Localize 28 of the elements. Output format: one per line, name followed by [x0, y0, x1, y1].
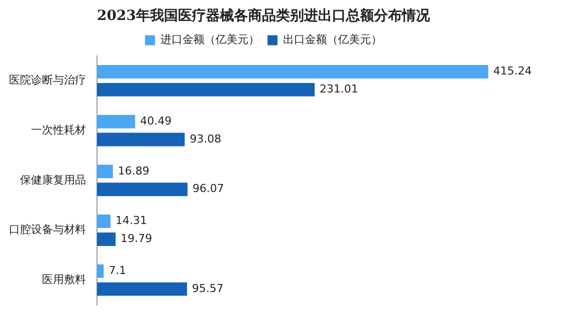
data-label: 16.89 — [118, 164, 150, 178]
bar — [97, 65, 488, 78]
bar — [97, 264, 104, 278]
y-tick-label: 一次性耗材 — [31, 123, 86, 136]
data-label: 96.07 — [192, 182, 224, 196]
y-tick-label: 口腔设备与材料 — [9, 223, 86, 236]
bar — [97, 82, 315, 96]
y-tick-label: 医院诊断与治疗 — [9, 74, 86, 87]
legend-label: 出口金额（亿美元） — [283, 33, 382, 46]
data-label: 7.1 — [108, 264, 126, 277]
bar — [97, 114, 136, 128]
bar — [97, 282, 188, 296]
legend-label: 进口金额（亿美元） — [160, 33, 260, 46]
bar — [97, 132, 185, 146]
data-label: 19.79 — [120, 232, 152, 246]
bar — [97, 164, 113, 178]
y-tick-label: 保健康复用品 — [20, 173, 86, 186]
data-label: 40.49 — [140, 114, 172, 128]
chart-title: 2023年我国医疗器械各商品类别进出口总额分布情况 — [97, 7, 431, 24]
y-tick-label: 医用敷料 — [42, 272, 86, 286]
bar — [97, 214, 110, 228]
bar — [97, 232, 116, 246]
data-label: 415.24 — [493, 64, 532, 78]
data-label: 231.01 — [320, 82, 358, 96]
bar — [97, 182, 188, 196]
data-label: 14.31 — [115, 214, 147, 228]
data-label: 95.57 — [192, 282, 224, 295]
data-label: 93.08 — [190, 132, 222, 146]
